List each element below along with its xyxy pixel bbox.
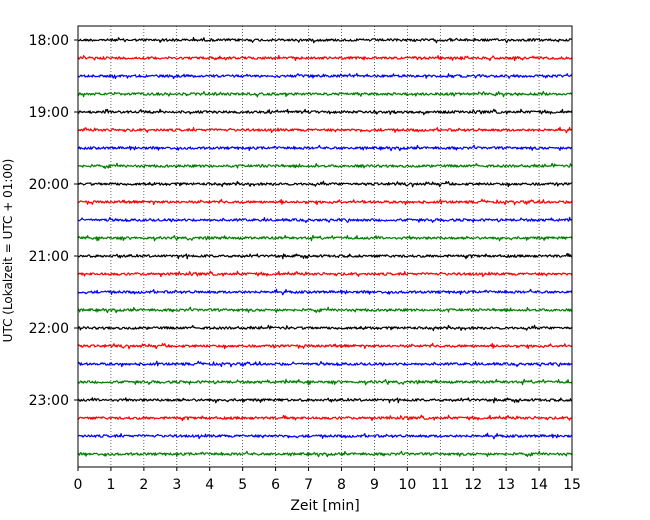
trace-1845 — [77, 90, 573, 98]
x-tick-label: 15 — [563, 477, 581, 493]
x-tick-label: 1 — [106, 477, 115, 493]
trace-2200 — [77, 324, 573, 332]
trace-group — [77, 36, 573, 458]
x-tick-label: 3 — [172, 477, 181, 493]
y-tick-label: 23:00 — [29, 393, 69, 409]
trace-1900 — [77, 108, 573, 116]
trace-2100 — [77, 252, 573, 260]
trace-2045 — [77, 234, 573, 242]
y-tick-label: 22:00 — [29, 321, 69, 337]
x-tick-label: 11 — [431, 477, 449, 493]
trace-2145 — [77, 306, 573, 314]
trace-1945 — [77, 162, 573, 170]
x-tick-label: 8 — [337, 477, 346, 493]
trace-2000 — [77, 180, 573, 188]
y-tick-label: 19:00 — [29, 105, 69, 121]
x-axis: 0 1 2 3 4 5 6 7 8 9 10 11 12 13 14 15 — [74, 467, 581, 493]
x-axis-label: Zeit [min] — [290, 498, 359, 514]
trace-2330 — [77, 432, 573, 440]
trace-1800 — [77, 36, 573, 44]
plot-frame — [77, 25, 573, 468]
x-tick-label: 2 — [139, 477, 148, 493]
y-tick-label: 21:00 — [29, 249, 69, 265]
y-tick-label: 18:00 — [29, 33, 69, 49]
trace-2315 — [77, 414, 573, 422]
trace-1830 — [77, 72, 573, 80]
y-tick-label: 20:00 — [29, 177, 69, 193]
x-tick-label: 9 — [370, 477, 379, 493]
x-tick-label: 13 — [497, 477, 515, 493]
grid-lines — [110, 26, 540, 467]
trace-2230 — [77, 360, 573, 368]
x-tick-label: 0 — [74, 477, 83, 493]
trace-2245 — [77, 378, 573, 386]
x-tick-label: 5 — [238, 477, 247, 493]
y-axis: 18:00 19:00 20:00 21:00 22:00 23:00 — [29, 33, 78, 409]
x-tick-label: 10 — [398, 477, 416, 493]
x-tick-label: 14 — [530, 477, 548, 493]
trace-2115 — [77, 270, 573, 278]
y-axis-label: UTC (Lokalzeit = UTC + 01:00) — [1, 159, 15, 343]
trace-2215 — [77, 342, 573, 350]
x-tick-label: 4 — [205, 477, 214, 493]
trace-2130 — [77, 288, 573, 296]
trace-1930 — [77, 144, 573, 152]
trace-1915 — [77, 126, 573, 134]
x-tick-label: 7 — [304, 477, 313, 493]
trace-1815 — [77, 54, 573, 62]
trace-2345 — [77, 450, 573, 458]
trace-2015 — [77, 198, 573, 206]
trace-2030 — [77, 216, 573, 224]
x-tick-label: 12 — [464, 477, 482, 493]
trace-2300 — [77, 397, 573, 404]
x-tick-label: 6 — [271, 477, 280, 493]
